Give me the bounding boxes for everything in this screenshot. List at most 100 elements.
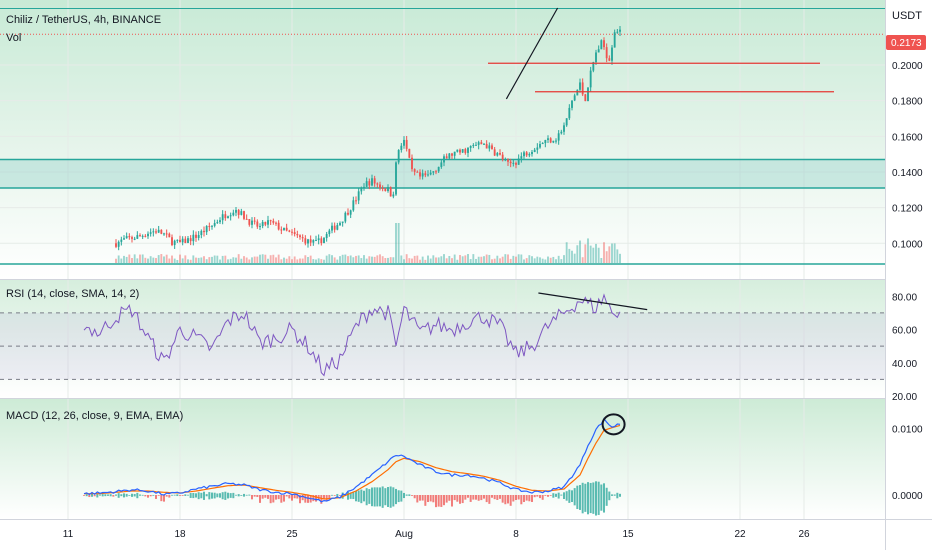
candle-body[interactable] bbox=[283, 227, 285, 231]
candle-body[interactable] bbox=[355, 200, 357, 202]
candle-body[interactable] bbox=[200, 230, 203, 236]
candle-body[interactable] bbox=[269, 220, 272, 222]
candle-body[interactable] bbox=[243, 211, 245, 219]
candle-body[interactable] bbox=[251, 220, 253, 225]
candle-body[interactable] bbox=[157, 229, 160, 233]
candle-body[interactable] bbox=[229, 215, 232, 217]
candle-body[interactable] bbox=[400, 145, 403, 151]
candle-body[interactable] bbox=[264, 221, 267, 225]
candle-body[interactable] bbox=[336, 225, 339, 230]
candle-body[interactable] bbox=[141, 235, 144, 237]
candle-body[interactable] bbox=[531, 151, 533, 155]
candle-body[interactable] bbox=[389, 187, 392, 197]
support-zone[interactable] bbox=[0, 159, 885, 189]
candle-body[interactable] bbox=[165, 233, 168, 235]
candle-body[interactable] bbox=[144, 235, 147, 237]
candle-body[interactable] bbox=[344, 212, 347, 222]
candle-body[interactable] bbox=[459, 149, 461, 153]
candle-body[interactable] bbox=[123, 238, 125, 240]
candle-body[interactable] bbox=[517, 158, 520, 165]
candle-body[interactable] bbox=[373, 178, 376, 184]
candle-body[interactable] bbox=[504, 159, 507, 161]
candle-body[interactable] bbox=[485, 143, 488, 149]
candle-body[interactable] bbox=[261, 221, 264, 227]
candle-body[interactable] bbox=[139, 235, 141, 237]
candle-body[interactable] bbox=[240, 211, 243, 215]
candle-body[interactable] bbox=[320, 238, 323, 244]
candle-body[interactable] bbox=[219, 220, 221, 223]
candle-body[interactable] bbox=[419, 172, 421, 177]
candle-body[interactable] bbox=[235, 209, 237, 213]
candle-body[interactable] bbox=[307, 239, 309, 244]
candle-body[interactable] bbox=[549, 138, 552, 143]
candle-body[interactable] bbox=[285, 227, 288, 231]
candle-body[interactable] bbox=[488, 145, 491, 149]
candle-body[interactable] bbox=[581, 82, 584, 95]
candle-body[interactable] bbox=[619, 29, 621, 32]
candle-body[interactable] bbox=[408, 148, 411, 158]
candle-body[interactable] bbox=[397, 150, 400, 163]
candle-body[interactable] bbox=[451, 153, 453, 156]
candle-body[interactable] bbox=[571, 100, 573, 108]
candle-body[interactable] bbox=[363, 186, 365, 188]
candle-body[interactable] bbox=[227, 216, 229, 219]
candle-body[interactable] bbox=[221, 214, 224, 221]
macd-pane[interactable] bbox=[83, 413, 626, 516]
trend-line[interactable] bbox=[505, 7, 559, 100]
candle-body[interactable] bbox=[584, 94, 587, 102]
candle-body[interactable] bbox=[611, 47, 613, 61]
candle-body[interactable] bbox=[256, 221, 259, 227]
candle-body[interactable] bbox=[291, 231, 293, 233]
candle-body[interactable] bbox=[429, 172, 432, 175]
candle-body[interactable] bbox=[301, 237, 304, 239]
candle-body[interactable] bbox=[323, 238, 325, 244]
candle-body[interactable] bbox=[456, 149, 459, 152]
candle-body[interactable] bbox=[376, 183, 379, 185]
candle-body[interactable] bbox=[173, 240, 176, 246]
candle-body[interactable] bbox=[432, 171, 435, 173]
candle-body[interactable] bbox=[179, 239, 181, 243]
candle-body[interactable] bbox=[387, 187, 389, 192]
price-pane[interactable] bbox=[0, 7, 885, 265]
candle-body[interactable] bbox=[411, 157, 413, 170]
rsi-line[interactable] bbox=[83, 293, 621, 377]
candle-body[interactable] bbox=[272, 220, 275, 223]
candle-body[interactable] bbox=[413, 169, 416, 172]
candle-body[interactable] bbox=[309, 239, 312, 243]
candle-body[interactable] bbox=[224, 214, 227, 219]
candle-body[interactable] bbox=[395, 162, 397, 195]
candle-body[interactable] bbox=[232, 212, 235, 216]
candle-body[interactable] bbox=[248, 219, 251, 225]
candle-body[interactable] bbox=[613, 32, 616, 48]
candle-body[interactable] bbox=[525, 152, 528, 156]
candle-body[interactable] bbox=[315, 240, 317, 242]
candle-body[interactable] bbox=[533, 149, 536, 152]
candle-body[interactable] bbox=[115, 243, 117, 247]
candle-body[interactable] bbox=[576, 89, 579, 96]
candle-body[interactable] bbox=[405, 139, 408, 149]
candle-body[interactable] bbox=[347, 212, 349, 215]
candle-body[interactable] bbox=[597, 49, 600, 53]
candle-body[interactable] bbox=[507, 159, 509, 162]
candle-body[interactable] bbox=[312, 240, 315, 243]
candle-body[interactable] bbox=[499, 153, 501, 155]
candle-body[interactable] bbox=[616, 31, 619, 33]
candle-body[interactable] bbox=[205, 226, 208, 233]
candle-body[interactable] bbox=[133, 238, 136, 240]
candle-body[interactable] bbox=[216, 222, 219, 224]
candle-body[interactable] bbox=[443, 156, 445, 163]
candle-body[interactable] bbox=[472, 145, 475, 147]
candle-body[interactable] bbox=[496, 153, 499, 156]
candle-body[interactable] bbox=[147, 233, 149, 237]
candle-body[interactable] bbox=[328, 230, 331, 235]
candle-body[interactable] bbox=[491, 145, 493, 150]
rsi-pane[interactable] bbox=[0, 292, 885, 380]
candle-body[interactable] bbox=[181, 238, 184, 243]
candle-body[interactable] bbox=[464, 149, 467, 153]
candle-body[interactable] bbox=[168, 233, 171, 238]
candle-body[interactable] bbox=[208, 226, 211, 228]
candle-body[interactable] bbox=[509, 161, 512, 164]
candle-body[interactable] bbox=[296, 234, 299, 236]
candle-body[interactable] bbox=[293, 232, 296, 235]
